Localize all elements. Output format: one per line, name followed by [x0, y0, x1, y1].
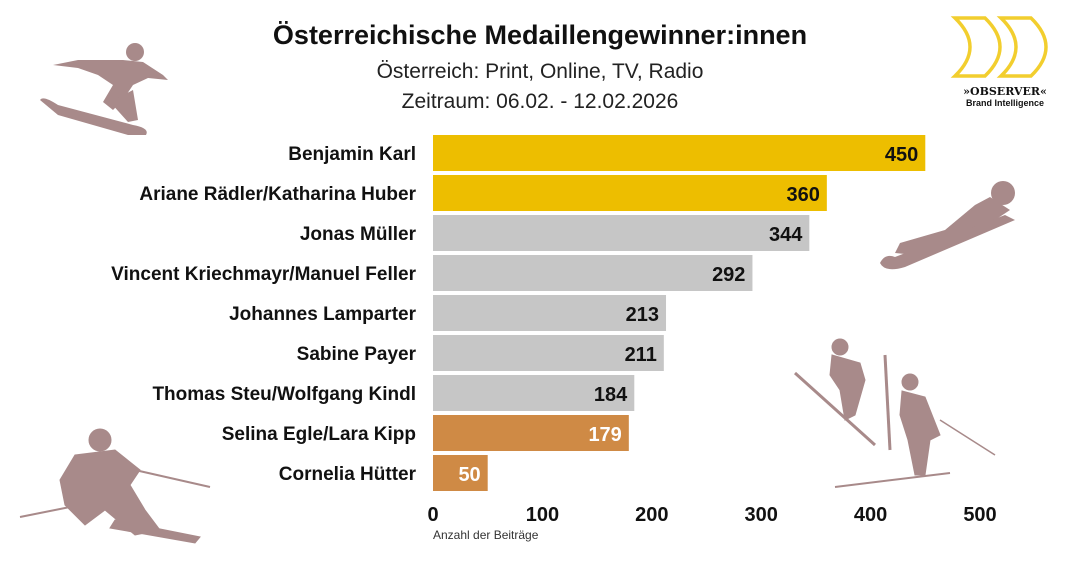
x-tick-label: 300 [745, 504, 778, 526]
category-label: Vincent Kriechmayr/Manuel Feller [111, 264, 416, 285]
bar [433, 335, 664, 371]
data-label: 50 [458, 464, 480, 486]
luge-icon [880, 181, 1015, 270]
category-label: Thomas Steu/Wolfgang Kindl [152, 384, 416, 405]
category-label: Selina Egle/Lara Kipp [222, 424, 416, 445]
data-label: 184 [594, 384, 628, 406]
data-label: 292 [712, 264, 745, 286]
category-label: Jonas Müller [300, 224, 417, 245]
chart-title: Österreichische Medaillengewinner:innen [272, 20, 808, 50]
data-label: 344 [769, 224, 803, 246]
x-tick-label: 0 [427, 504, 438, 526]
logo-tagline: Brand Intelligence [965, 98, 1045, 108]
alpine-skier-icon [19, 428, 211, 544]
x-axis-label: Anzahl der Beiträge [433, 528, 539, 542]
bar [433, 255, 753, 291]
logo-name: »OBSERVER« [963, 85, 1047, 98]
category-label: Ariane Rädler/Katharina Huber [139, 184, 416, 205]
x-tick-label: 500 [963, 504, 996, 526]
data-label: 360 [786, 184, 819, 206]
observer-logo: »OBSERVER« Brand Intelligence [945, 12, 1065, 112]
chart-subtitle: Österreich: Print, Online, TV, Radio [376, 60, 704, 83]
x-tick-label: 100 [526, 504, 559, 526]
data-label: 213 [626, 304, 659, 326]
data-label: 211 [625, 344, 657, 366]
category-label: Cornelia Hütter [279, 464, 417, 485]
bar [433, 295, 667, 331]
bar [433, 135, 926, 171]
bar [433, 375, 635, 411]
logo-chevrons-icon [950, 16, 1048, 78]
category-label: Benjamin Karl [288, 144, 416, 165]
data-label: 450 [885, 144, 918, 166]
ski-jump-and-crosscountry-icon [793, 338, 996, 488]
bar [433, 215, 810, 251]
x-tick-label: 200 [635, 504, 668, 526]
bar [433, 175, 827, 211]
data-label: 179 [588, 424, 621, 446]
bar [433, 415, 629, 451]
x-tick-label: 400 [854, 504, 887, 526]
chart-period: Zeitraum: 06.02. - 12.02.2026 [401, 90, 679, 113]
category-label: Sabine Payer [297, 344, 417, 365]
category-label: Johannes Lamparter [229, 304, 416, 325]
bar [433, 455, 488, 491]
snowboarder-icon [40, 43, 168, 135]
